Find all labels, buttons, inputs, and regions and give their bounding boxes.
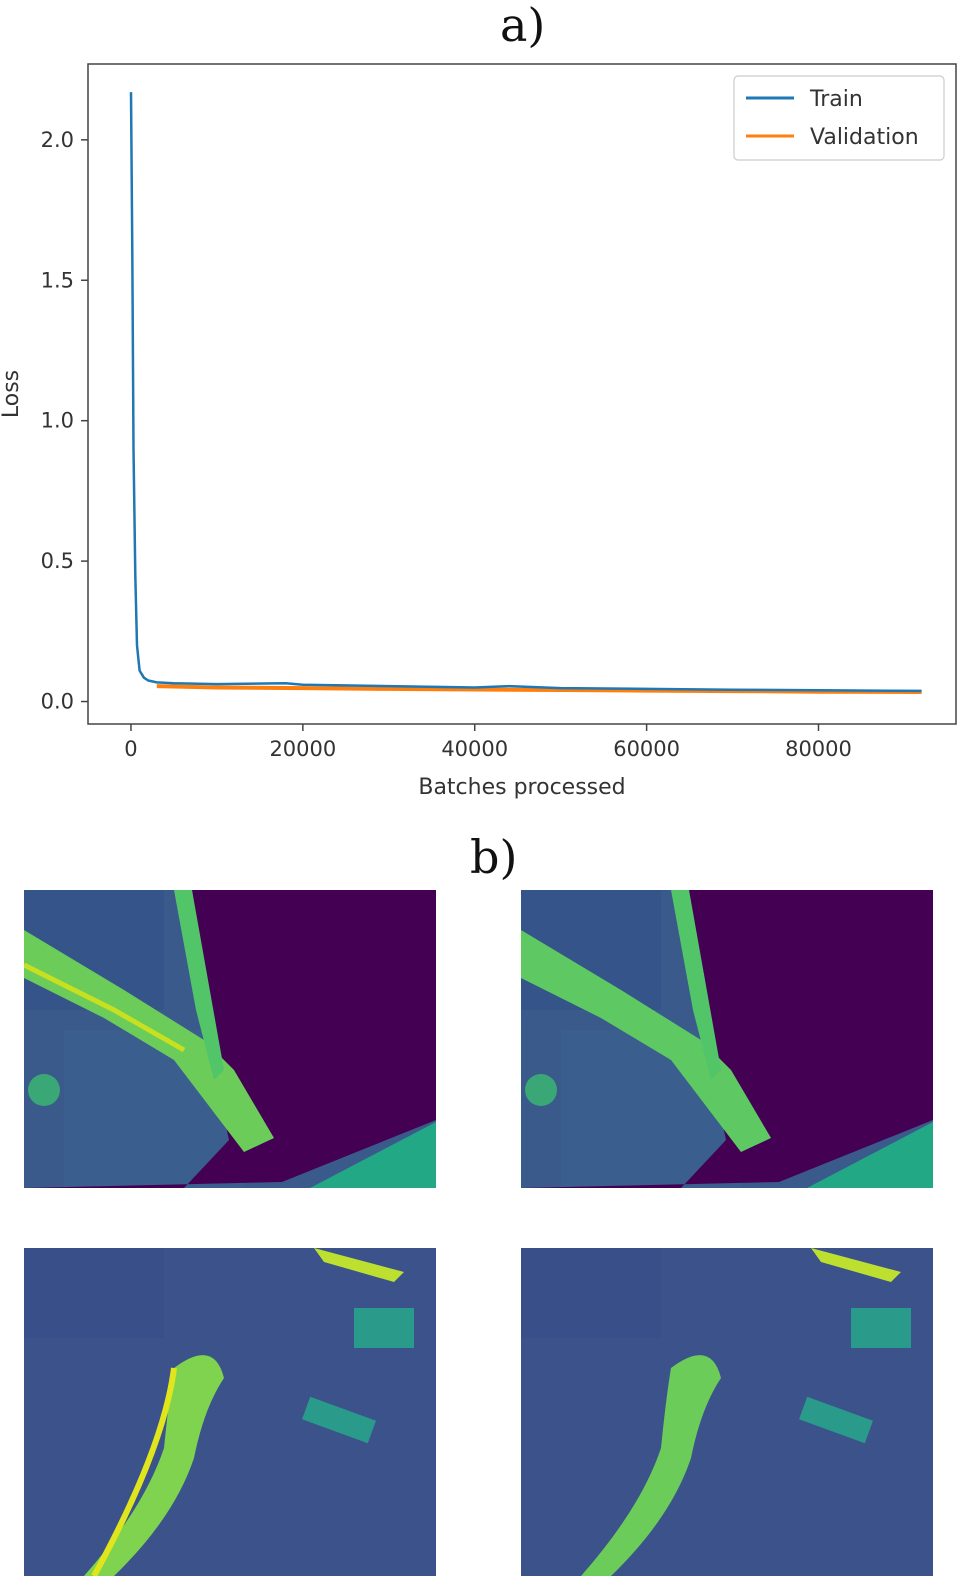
plot-frame — [87, 63, 957, 725]
y-tick-label: 1.5 — [41, 268, 74, 292]
y-tick-label: 2.0 — [41, 128, 74, 152]
segmentation-image-bottom-right — [521, 1248, 933, 1576]
loss-chart: 0 20000 40000 60000 80000 0.0 0.5 1.0 1.5 2.0 Batc… — [0, 63, 957, 800]
y-tick-label: 0.5 — [41, 549, 74, 573]
y-axis-label: Loss — [0, 370, 24, 418]
segmentation-image-top-left — [24, 890, 436, 1188]
segmentation-image-top-right — [521, 890, 933, 1188]
series-line-train — [129, 92, 922, 693]
x-tick-label: 20000 — [269, 737, 336, 761]
segmentation-image-bottom-left — [24, 1248, 436, 1576]
series-line-validation — [156, 684, 922, 694]
x-axis-label: Batches processed — [418, 775, 625, 800]
legend-label-validation: Validation — [810, 125, 919, 150]
y-tick-label: 0.0 — [41, 690, 74, 714]
x-tick-label: 40000 — [441, 737, 508, 761]
x-tick-label: 60000 — [613, 737, 680, 761]
x-tick-label: 0 — [124, 737, 137, 761]
legend-label-train: Train — [809, 87, 863, 112]
x-tick-label: 80000 — [785, 737, 852, 761]
panel-a-label: a) — [500, 0, 546, 52]
panel-b-label: b) — [470, 830, 518, 884]
y-tick-label: 1.0 — [41, 409, 74, 433]
